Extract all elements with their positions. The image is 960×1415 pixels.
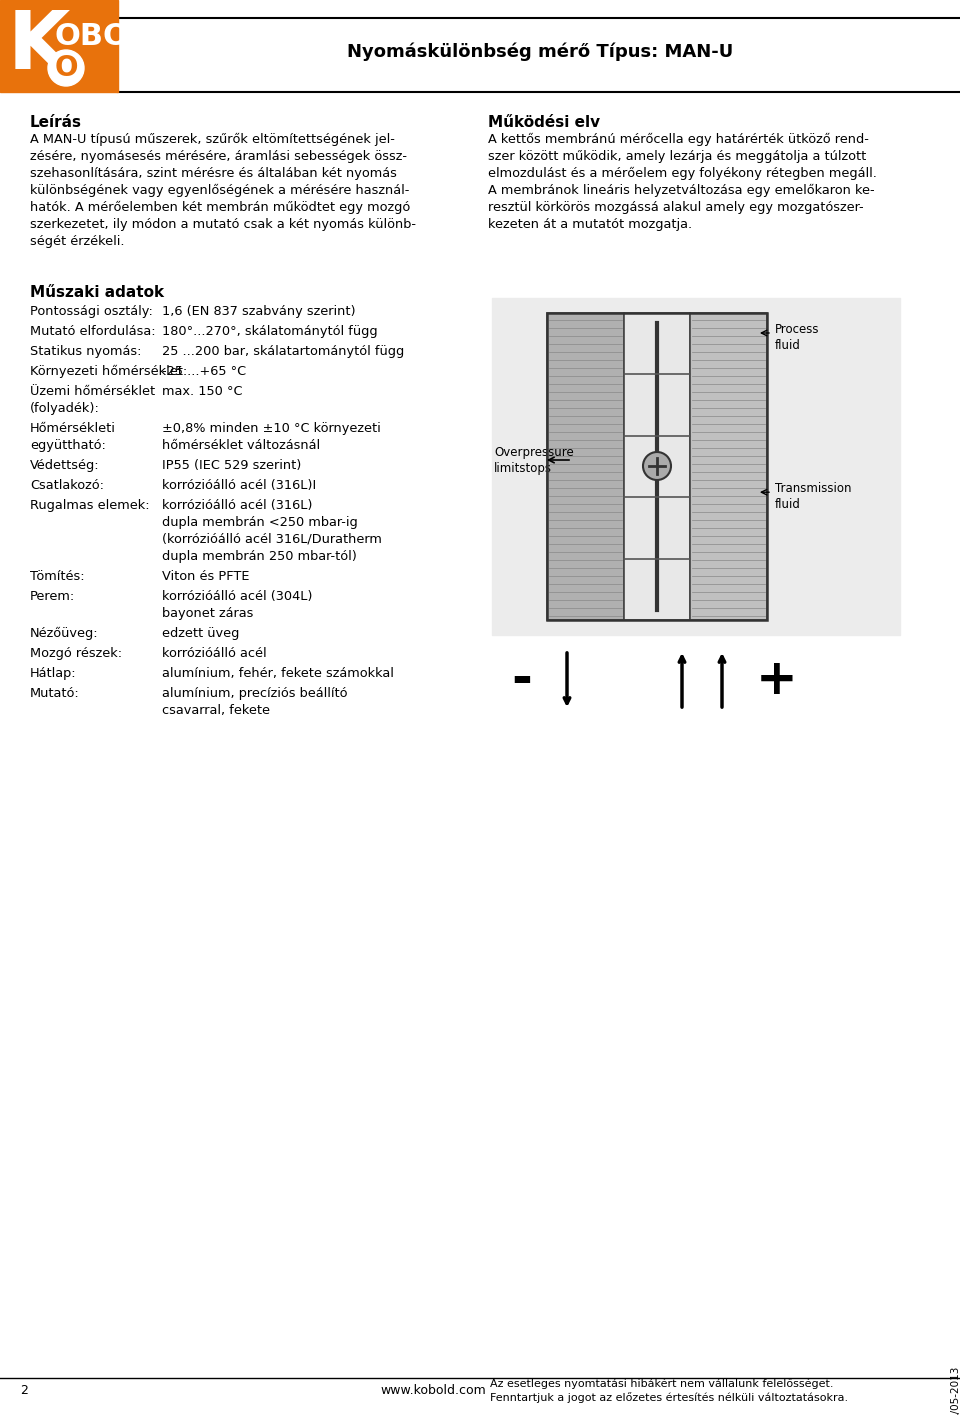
Text: Perem:: Perem: xyxy=(30,590,75,603)
Text: szer között működik, amely lezárja és meggátolja a túlzott: szer között működik, amely lezárja és me… xyxy=(488,150,866,163)
Text: különbségének vagy egyenlőségének a mérésére használ-: különbségének vagy egyenlőségének a méré… xyxy=(30,184,409,197)
Text: 2: 2 xyxy=(20,1384,28,1398)
Text: Mutató:: Mutató: xyxy=(30,688,80,700)
Text: Mutató elfordulása:: Mutató elfordulása: xyxy=(30,325,156,338)
Text: Üzemi hőmérséklet
(folyadék):: Üzemi hőmérséklet (folyadék): xyxy=(30,385,156,415)
Text: -: - xyxy=(512,657,533,705)
Text: A MAN-U típusú műszerek, szűrők eltömítettségének jel-: A MAN-U típusú műszerek, szűrők eltömíte… xyxy=(30,133,395,146)
Text: korrózióálló acél: korrózióálló acél xyxy=(162,647,267,659)
Circle shape xyxy=(48,50,84,86)
Text: Overpressure
limitstops: Overpressure limitstops xyxy=(494,446,574,475)
Text: Viton és PFTE: Viton és PFTE xyxy=(162,570,250,583)
Text: Tömítés:: Tömítés: xyxy=(30,570,84,583)
Text: Az esetleges nyomtatási hibákért nem vállalunk felelősséget.: Az esetleges nyomtatási hibákért nem vál… xyxy=(490,1378,833,1390)
Text: Környezeti hőmérséklet:: Környezeti hőmérséklet: xyxy=(30,365,187,378)
Text: max. 150 °C: max. 150 °C xyxy=(162,385,243,398)
Text: IP55 (IEC 529 szerint): IP55 (IEC 529 szerint) xyxy=(162,458,301,473)
Bar xyxy=(624,313,690,620)
Circle shape xyxy=(643,451,671,480)
Text: Csatlakozó:: Csatlakozó: xyxy=(30,480,104,492)
Text: korrózióálló acél (316L)I: korrózióálló acél (316L)I xyxy=(162,480,316,492)
Text: 1/05-2013: 1/05-2013 xyxy=(950,1364,960,1415)
Text: 25 ...200 bar, skálatartománytól függ: 25 ...200 bar, skálatartománytól függ xyxy=(162,345,404,358)
Text: ±0,8% minden ±10 °C környezeti
hőmérséklet változásnál: ±0,8% minden ±10 °C környezeti hőmérsékl… xyxy=(162,422,381,451)
Text: 180°...270°, skálatománytól függ: 180°...270°, skálatománytól függ xyxy=(162,325,377,338)
Text: Nézőüveg:: Nézőüveg: xyxy=(30,627,99,640)
Text: Rugalmas elemek:: Rugalmas elemek: xyxy=(30,499,150,512)
Text: edzett üveg: edzett üveg xyxy=(162,627,239,640)
Text: zésére, nyomásesés mérésére, áramlási sebességek össz-: zésére, nyomásesés mérésére, áramlási se… xyxy=(30,150,407,163)
Text: -25 ...+65 °C: -25 ...+65 °C xyxy=(162,365,246,378)
Text: +: + xyxy=(756,657,798,705)
Text: Statikus nyomás:: Statikus nyomás: xyxy=(30,345,141,358)
Text: Hőmérsékleti
együttható:: Hőmérsékleti együttható: xyxy=(30,422,116,451)
Text: O: O xyxy=(55,54,78,82)
Text: Leírás: Leírás xyxy=(30,115,82,130)
Text: alumínium, precíziós beállító
csavarral, fekete: alumínium, precíziós beállító csavarral,… xyxy=(162,688,348,717)
Text: Fenntartjuk a jogot az előzetes értesítés nélküli változtatásokra.: Fenntartjuk a jogot az előzetes értesíté… xyxy=(490,1392,848,1404)
Text: A membránok lineáris helyzetváltozása egy emelőkaron ke-: A membránok lineáris helyzetváltozása eg… xyxy=(488,184,875,197)
Text: Pontossági osztály:: Pontossági osztály: xyxy=(30,306,153,318)
Text: Process
fluid: Process fluid xyxy=(775,323,820,352)
Text: Hátlap:: Hátlap: xyxy=(30,666,77,681)
Text: A kettős membránú mérőcella egy határérték ütköző rend-: A kettős membránú mérőcella egy határért… xyxy=(488,133,869,146)
Text: Nyomáskülönbség mérő Típus: MAN-U: Nyomáskülönbség mérő Típus: MAN-U xyxy=(347,42,733,61)
Text: elmozdulást és a mérőelem egy folyékony rétegben megáll.: elmozdulást és a mérőelem egy folyékony … xyxy=(488,167,876,180)
Text: OBOLD: OBOLD xyxy=(54,23,174,51)
Text: Transmission
fluid: Transmission fluid xyxy=(775,483,852,511)
Text: K: K xyxy=(8,8,70,86)
Text: Mozgó részek:: Mozgó részek: xyxy=(30,647,122,659)
Text: korrózióálló acél (316L)
dupla membrán <250 mbar-ig
(korrózióálló acél 316L/Dura: korrózióálló acél (316L) dupla membrán <… xyxy=(162,499,382,563)
Text: kezeten át a mutatót mozgatja.: kezeten át a mutatót mozgatja. xyxy=(488,218,692,231)
Text: hatók. A mérőelemben két membrán működtet egy mozgó: hatók. A mérőelemben két membrán működte… xyxy=(30,201,410,214)
Bar xyxy=(0,0,118,92)
Text: szerkezetet, ily módon a mutató csak a két nyomás különb-: szerkezetet, ily módon a mutató csak a k… xyxy=(30,218,416,231)
Text: Működési elv: Működési elv xyxy=(488,115,600,130)
Text: resztül körkörös mozgássá alakul amely egy mozgatószer-: resztül körkörös mozgássá alakul amely e… xyxy=(488,201,864,214)
Bar xyxy=(547,313,624,620)
Text: www.kobold.com: www.kobold.com xyxy=(380,1384,486,1398)
Text: ségét érzékeli.: ségét érzékeli. xyxy=(30,235,125,248)
Text: alumínium, fehér, fekete számokkal: alumínium, fehér, fekete számokkal xyxy=(162,666,394,681)
Bar xyxy=(492,299,900,635)
Bar xyxy=(690,313,767,620)
Bar xyxy=(547,313,767,620)
Text: korrózióálló acél (304L)
bayonet záras: korrózióálló acél (304L) bayonet záras xyxy=(162,590,313,620)
Text: Védettség:: Védettség: xyxy=(30,458,100,473)
Text: szehasonlítására, szint mérésre és általában két nyomás: szehasonlítására, szint mérésre és által… xyxy=(30,167,396,180)
Text: 1,6 (EN 837 szabvány szerint): 1,6 (EN 837 szabvány szerint) xyxy=(162,306,355,318)
Text: Műszaki adatok: Műszaki adatok xyxy=(30,284,164,300)
